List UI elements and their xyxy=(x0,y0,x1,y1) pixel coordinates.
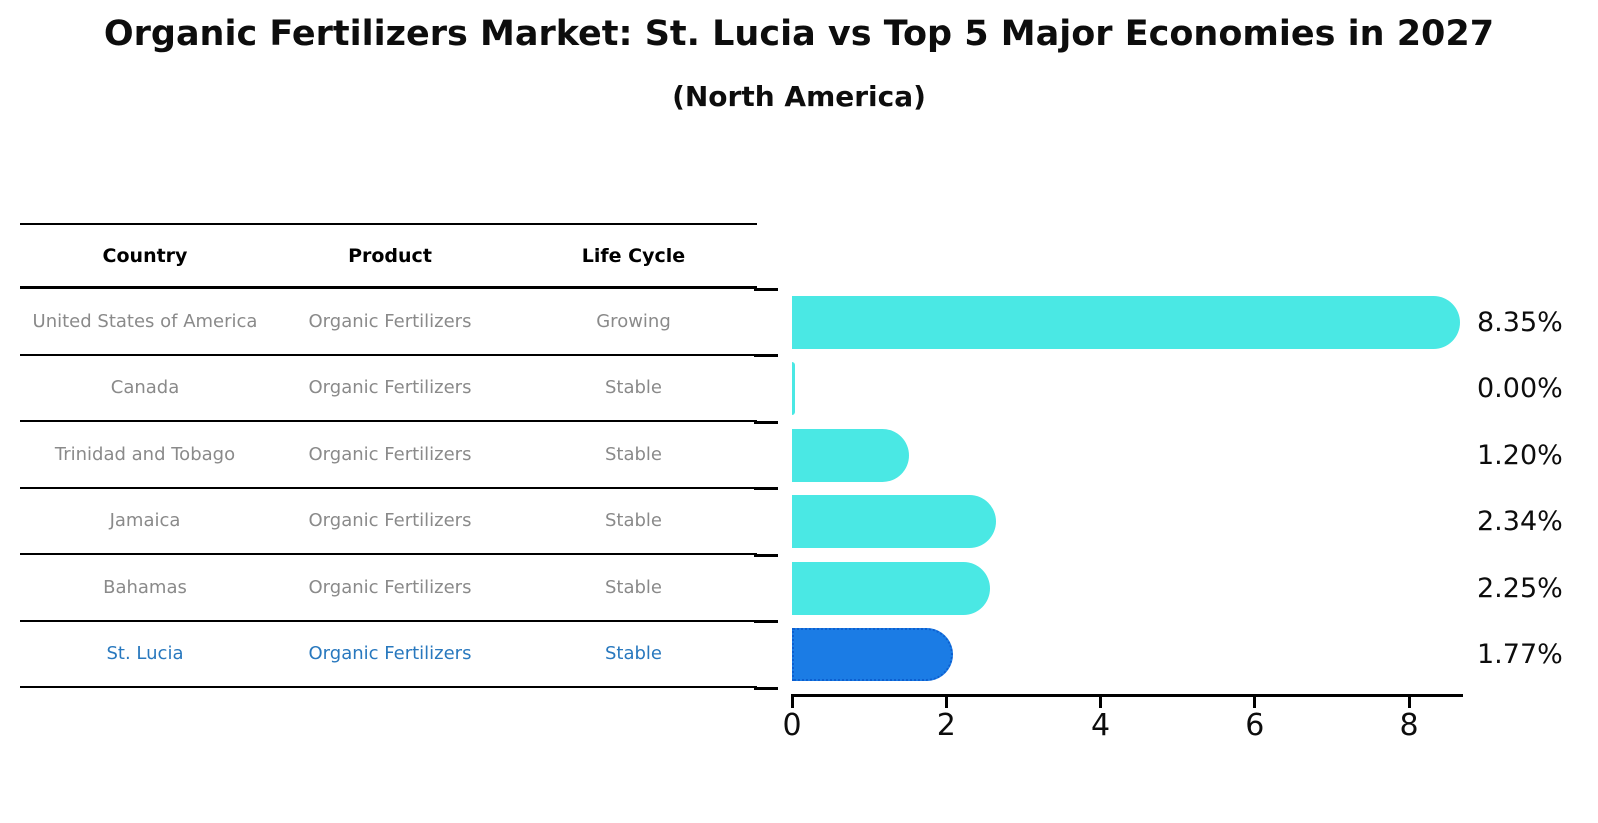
table-row-trinidad-and-tobago: Trinidad and Tobago Organic Fertilizers … xyxy=(20,422,757,489)
cell-country: Jamaica xyxy=(109,510,181,532)
cell-product: Organic Fertilizers xyxy=(308,576,472,598)
y-tick-mark xyxy=(754,354,778,357)
bar-plot-area xyxy=(792,289,1492,688)
cell-product: Organic Fertilizers xyxy=(308,510,472,532)
column-header-country: Country xyxy=(102,244,188,267)
cell-life-cycle: Stable xyxy=(604,576,662,598)
comparison-table: Country Product Life Cycle United States… xyxy=(20,223,757,688)
x-tick-mark xyxy=(1407,694,1411,708)
bar-value-label: 8.35% xyxy=(1477,306,1563,338)
chart-title: Organic Fertilizers Market: St. Lucia vs… xyxy=(103,14,1495,54)
y-tick-mark xyxy=(754,287,778,291)
bar xyxy=(792,428,909,482)
x-tick-mark xyxy=(1099,694,1102,708)
x-tick-label: 4 xyxy=(1090,708,1111,743)
x-tick-label: 0 xyxy=(782,708,802,743)
bar xyxy=(792,628,953,682)
y-tick-mark xyxy=(754,553,778,557)
bar-value-label: 2.25% xyxy=(1477,572,1563,604)
y-tick-mark xyxy=(754,420,778,424)
bar-row xyxy=(792,555,1492,622)
cell-life-cycle: Growing xyxy=(596,310,671,332)
cell-life-cycle: Stable xyxy=(604,643,662,665)
bar-row xyxy=(792,422,1492,489)
cell-life-cycle: Stable xyxy=(604,443,662,465)
bar-value-label: 0.00% xyxy=(1477,373,1563,405)
table-row-bahamas: Bahamas Organic Fertilizers Stable xyxy=(20,555,757,622)
cell-product: Organic Fertilizers xyxy=(308,377,472,399)
cell-product: Organic Fertilizers xyxy=(308,643,472,665)
bar-row xyxy=(792,489,1492,556)
cell-country: Canada xyxy=(110,377,180,399)
table-header-row: Country Product Life Cycle xyxy=(20,225,757,289)
column-header-life-cycle: Life Cycle xyxy=(581,244,686,267)
bar-row xyxy=(792,622,1492,689)
bar-value-label: 1.77% xyxy=(1477,639,1563,671)
x-tick-label: 6 xyxy=(1245,708,1265,743)
bar-row xyxy=(792,356,1492,423)
y-tick-mark xyxy=(754,686,778,690)
x-tick-label: 2 xyxy=(936,708,956,743)
y-tick-mark xyxy=(754,487,778,490)
table-row-st-lucia: St. Lucia Organic Fertilizers Stable xyxy=(20,622,757,688)
y-tick-mark xyxy=(754,620,778,623)
bar-value-label: 2.34% xyxy=(1477,506,1563,538)
cell-life-cycle: Stable xyxy=(604,510,662,532)
column-header-product: Product xyxy=(348,244,432,267)
bar-value-label: 1.20% xyxy=(1477,439,1563,471)
cell-country: United States of America xyxy=(32,310,258,332)
table-row-united-states: United States of America Organic Fertili… xyxy=(20,289,757,356)
x-tick-mark xyxy=(1253,694,1257,708)
cell-country: St. Lucia xyxy=(106,643,184,665)
bar-row xyxy=(792,289,1492,356)
cell-country: Trinidad and Tobago xyxy=(54,443,236,465)
cell-product: Organic Fertilizers xyxy=(308,443,472,465)
x-axis-line xyxy=(792,694,1463,697)
bar xyxy=(792,295,1460,349)
chart-subtitle: (North America) xyxy=(672,80,926,113)
table-row-canada: Canada Organic Fertilizers Stable xyxy=(20,356,757,422)
x-tick-label: 8 xyxy=(1399,708,1419,743)
cell-country: Bahamas xyxy=(103,576,187,598)
cell-product: Organic Fertilizers xyxy=(308,310,472,332)
x-tick-mark xyxy=(790,694,794,708)
x-tick-mark xyxy=(944,694,948,708)
bar xyxy=(792,561,990,615)
table-row-jamaica: Jamaica Organic Fertilizers Stable xyxy=(20,489,757,555)
bar xyxy=(792,495,997,549)
bar xyxy=(792,362,795,416)
cell-life-cycle: Stable xyxy=(604,377,662,399)
